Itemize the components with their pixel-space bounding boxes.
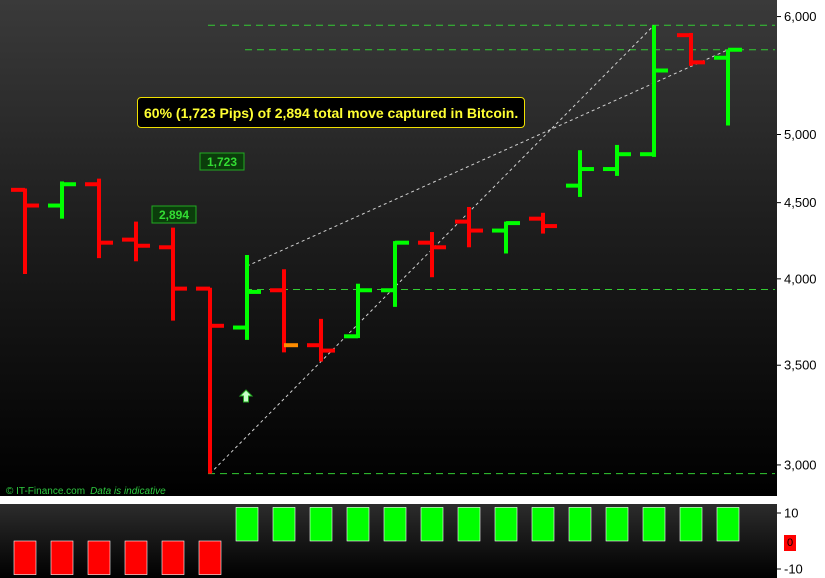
oscillator-bar-15 bbox=[568, 507, 592, 542]
oscillator-bar-17 bbox=[642, 507, 666, 542]
oscillator-bar-2 bbox=[87, 540, 111, 575]
price-tick-label: 5,000 bbox=[784, 127, 817, 142]
ohlc-bar-15 bbox=[566, 150, 594, 197]
ohlc-bar-14 bbox=[529, 212, 557, 234]
ohlc-bar-16 bbox=[603, 144, 631, 176]
ohlc-bar-10 bbox=[381, 240, 409, 307]
ohlc-bar-18 bbox=[677, 32, 705, 66]
trendlines bbox=[209, 24, 729, 474]
ohlc-bar-11 bbox=[418, 232, 446, 278]
annotation-box: 60% (1,723 Pips) of 2,894 total move cap… bbox=[137, 97, 526, 128]
ohlc-bar-7 bbox=[270, 269, 298, 353]
oscillator-bar-3 bbox=[124, 540, 148, 575]
credit-source: © IT-Finance.com bbox=[6, 486, 86, 497]
move-captured-label-box bbox=[199, 152, 245, 171]
trendline-1 bbox=[246, 49, 729, 267]
ohlc-bar-4 bbox=[159, 227, 187, 321]
oscillator-bar-19 bbox=[716, 507, 740, 542]
move-total-label-box bbox=[151, 205, 197, 224]
oscillator-bar-11 bbox=[420, 507, 444, 542]
oscillator-bar-16 bbox=[605, 507, 629, 542]
price-tick-label: 3,000 bbox=[784, 457, 817, 472]
price-chart-panel bbox=[0, 0, 777, 496]
ohlc-bar-19 bbox=[714, 47, 742, 126]
move-captured-label-text: 1,723 bbox=[207, 155, 237, 169]
ohlc-bar-17 bbox=[640, 25, 668, 157]
ohlc-bar-13 bbox=[492, 221, 520, 254]
ohlc-bar-3 bbox=[122, 221, 150, 262]
move-total-label: 2,894 bbox=[151, 205, 197, 224]
ohlc-bar-0 bbox=[11, 187, 39, 275]
osc-tick-label: -10 bbox=[784, 562, 803, 577]
ohlc-bar-2 bbox=[85, 178, 113, 259]
up-arrow-icon bbox=[238, 389, 254, 403]
price-axis-ticks: 3,000 3,500 4,000 4,500 5,000 6,000 bbox=[777, 9, 817, 472]
move-total-label-text: 2,894 bbox=[159, 208, 189, 222]
data-credit: © IT-Finance.com Data is indicative bbox=[6, 486, 166, 497]
oscillator-bar-5 bbox=[198, 540, 222, 575]
ohlc-bar-1 bbox=[48, 181, 76, 219]
ohlc-bar-6 bbox=[233, 255, 261, 340]
price-bars bbox=[11, 25, 742, 474]
panel-divider bbox=[0, 496, 825, 504]
oscillator-bar-18 bbox=[679, 507, 703, 542]
move-captured-label: 1,723 bbox=[199, 152, 245, 171]
price-tick-label: 3,500 bbox=[784, 358, 817, 373]
oscillator-bars bbox=[13, 507, 740, 575]
move-labels: 2,894 1,723 bbox=[151, 152, 245, 224]
osc-tick-label: 10 bbox=[784, 506, 798, 521]
ohlc-bar-12 bbox=[455, 206, 483, 248]
signal-icons bbox=[238, 389, 254, 403]
price-tick-label: 4,500 bbox=[784, 195, 817, 210]
oscillator-bar-6 bbox=[235, 507, 259, 542]
oscillator-bar-8 bbox=[309, 507, 333, 542]
credit-note: Data is indicative bbox=[90, 486, 166, 497]
ohlc-bar-5 bbox=[196, 286, 224, 474]
ohlc-bar-8 bbox=[307, 318, 335, 362]
oscillator-bar-4 bbox=[161, 540, 185, 575]
oscillator-bar-14 bbox=[531, 507, 555, 542]
oscillator-bar-12 bbox=[457, 507, 481, 542]
oscillator-bar-13 bbox=[494, 507, 518, 542]
price-tick-label: 6,000 bbox=[784, 9, 817, 24]
price-axis bbox=[777, 0, 825, 496]
ohlc-bar-9 bbox=[344, 283, 372, 339]
oscillator-bar-7 bbox=[272, 507, 296, 542]
oscillator-current-badge: 0 bbox=[784, 535, 796, 551]
oscillator-bar-1 bbox=[50, 540, 74, 575]
oscillator-axis-ticks: 10 -10 bbox=[777, 506, 803, 577]
oscillator-bar-10 bbox=[383, 507, 407, 542]
oscillator-bar-9 bbox=[346, 507, 370, 542]
price-tick-label: 4,000 bbox=[784, 271, 817, 286]
guide-lines bbox=[208, 24, 775, 475]
oscillator-bar-0 bbox=[13, 540, 37, 575]
